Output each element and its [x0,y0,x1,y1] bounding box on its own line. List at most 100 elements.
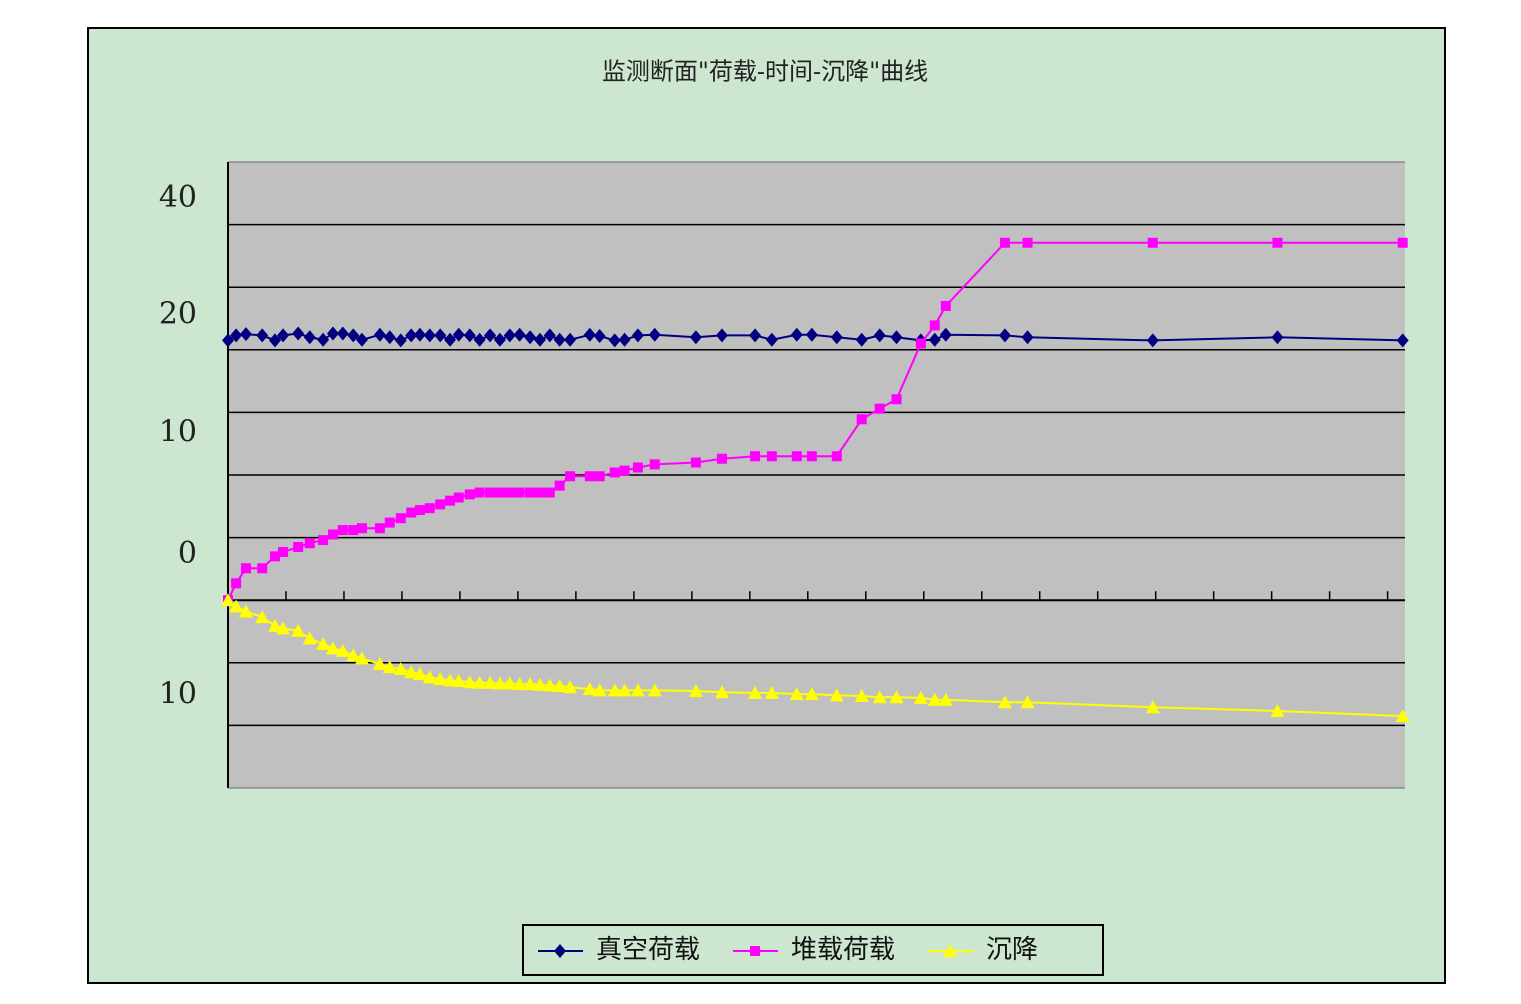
marker [318,535,329,546]
marker [229,599,244,613]
marker [325,641,340,655]
marker [472,675,487,689]
marker [630,683,645,697]
marker [423,328,436,343]
marker [544,487,555,498]
legend [522,924,1104,976]
marker [543,328,556,343]
chart-title: 监测断面"荷载-时间-沉降"曲线 [602,58,928,86]
marker [764,685,779,699]
marker [1145,700,1160,714]
y-tick-label: 0 [178,536,197,571]
marker [928,332,941,347]
marker [267,618,282,632]
marker [494,487,505,498]
marker [829,688,844,702]
marker [619,465,630,476]
marker [278,546,289,557]
marker [269,551,280,562]
marker [915,338,926,349]
y-tick-label: 10 [159,415,197,450]
marker [393,662,408,676]
marker [806,451,817,462]
marker [715,328,728,343]
marker [464,489,475,500]
marker [383,330,396,345]
marker [1022,237,1033,248]
marker [647,683,662,697]
marker [939,327,952,342]
marker [874,403,885,414]
marker [451,673,466,687]
marker [422,670,437,684]
marker [564,332,577,347]
marker [336,326,349,341]
marker [293,541,304,552]
marker [997,695,1012,709]
marker [943,944,957,957]
marker [304,538,315,549]
marker [856,414,867,425]
marker [413,327,426,342]
marker [395,513,406,524]
marker [689,330,702,345]
y-tick-label: 20 [159,296,197,331]
marker [303,330,316,345]
marker [493,332,506,347]
marker [631,328,644,343]
marker [335,643,350,657]
marker [404,665,419,679]
marker [649,459,660,470]
marker [608,333,621,348]
marker [414,505,425,516]
legend-label: 堆载荷载 [791,935,895,965]
marker [474,487,485,498]
marker [239,327,252,342]
marker [473,332,486,347]
marker [434,328,447,343]
marker [502,676,517,690]
marker [503,328,516,343]
marker [927,692,942,706]
marker [433,672,448,686]
marker [889,690,904,704]
marker [750,451,761,462]
marker [554,480,565,491]
marker [512,677,527,691]
marker [1147,237,1158,248]
marker [594,471,605,482]
marker [791,451,802,462]
marker [831,451,842,462]
marker [532,677,547,691]
marker [999,237,1010,248]
marker [748,685,763,699]
marker [238,604,253,618]
marker [504,487,515,498]
marker [384,517,395,528]
marker [337,525,348,536]
marker [372,657,387,671]
marker [292,326,305,341]
marker [565,471,576,482]
marker [873,328,886,343]
marker [394,333,407,348]
marker [830,330,843,345]
marker [485,487,496,498]
marker [855,332,868,347]
marker [347,328,360,343]
marker [553,332,566,347]
marker [688,683,703,697]
marker [690,457,701,468]
marker [326,326,339,341]
marker [444,332,457,347]
marker [593,329,606,344]
marker [523,677,538,691]
marker [524,330,537,345]
marker [1397,237,1408,248]
marker [268,333,281,348]
marker [443,673,458,687]
legend-label: 沉降 [986,935,1038,965]
marker [277,328,290,343]
y-tick-label: 10 [159,676,197,711]
